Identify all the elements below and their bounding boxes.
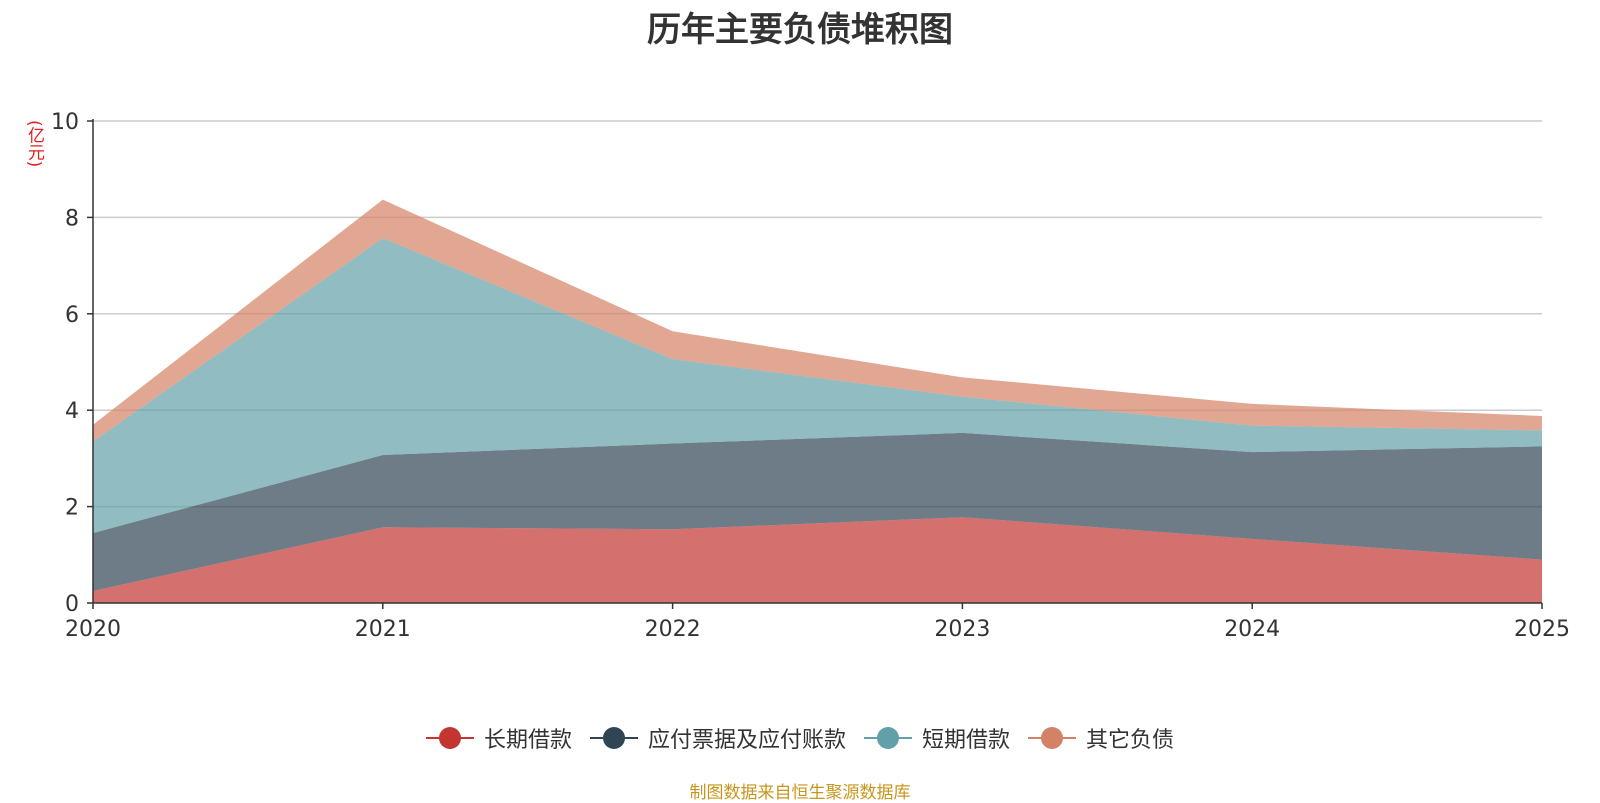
area-series-3[interactable] [93,199,1542,442]
legend-item-1[interactable]: 应付票据及应付账款 [589,722,846,754]
legend-item-0[interactable]: 长期借款 [425,722,572,754]
legend-marker-icon [1028,726,1077,750]
legend-marker-icon [864,726,912,750]
x-tick-label: 2021 [355,617,411,642]
x-tick-label: 2025 [1514,617,1570,642]
legend-label: 长期借款 [483,728,572,753]
area-series-1[interactable] [93,432,1542,591]
legend: 长期借款 应付票据及应付账款 短期借款 其它负债 [0,722,1600,754]
axes: 0 2 4 6 8 10 2020 2021 2022 2023 2024 2025 [51,110,1570,642]
legend-marker-icon [425,726,474,750]
x-tick-label: 2024 [1224,617,1280,642]
legend-label: 短期借款 [922,728,1011,753]
legend-label: 其它负债 [1086,728,1175,753]
legend-marker-icon [589,726,638,750]
y-axis-unit-label: (亿元) [24,120,44,168]
area-series-2[interactable] [93,238,1542,534]
y-tick-label: 2 [65,496,79,521]
x-tick-label: 2020 [65,617,121,642]
y-tick-label: 4 [65,399,79,424]
data-source-footer: 制图数据来自恒生聚源数据库 [689,783,911,803]
legend-item-2[interactable]: 短期借款 [864,722,1010,754]
y-tick-label: 6 [65,303,79,328]
y-tick-label: 8 [65,206,79,231]
legend-item-3[interactable]: 其它负债 [1028,722,1174,754]
x-tick-label: 2023 [934,617,990,642]
area-series-0[interactable] [93,517,1542,603]
y-tick-label: 10 [51,110,79,135]
area-series [93,199,1542,603]
legend-label: 应付票据及应付账款 [647,728,846,753]
x-tick-label: 2022 [645,617,701,642]
y-tick-label: 0 [65,592,79,617]
chart-title: 历年主要负债堆积图 [647,10,953,50]
